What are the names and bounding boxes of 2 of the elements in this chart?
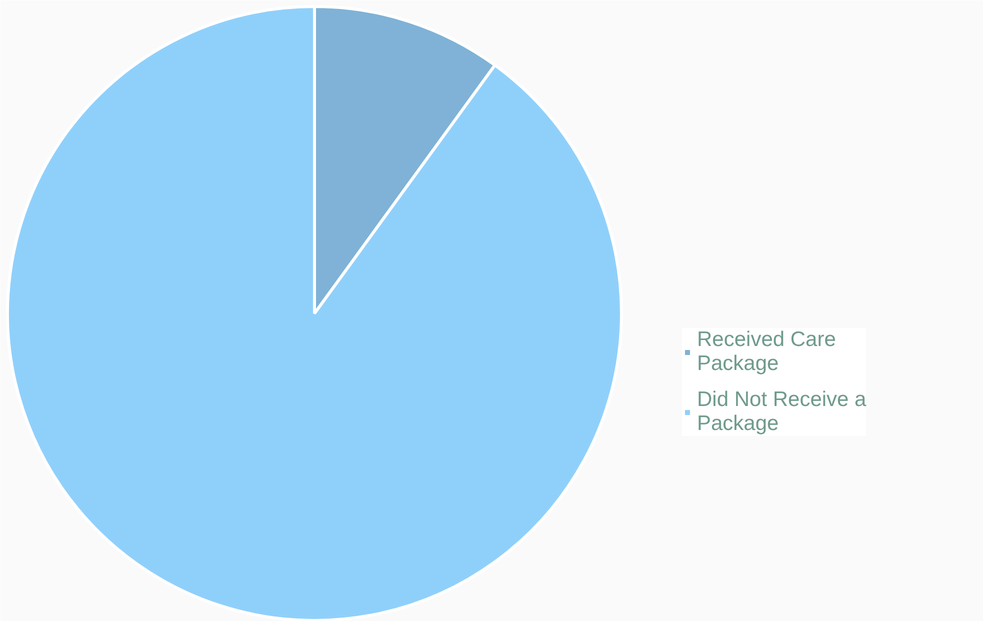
legend-label: Received Care Package	[697, 328, 836, 376]
legend-label: Did Not Receive a Package	[697, 388, 866, 436]
